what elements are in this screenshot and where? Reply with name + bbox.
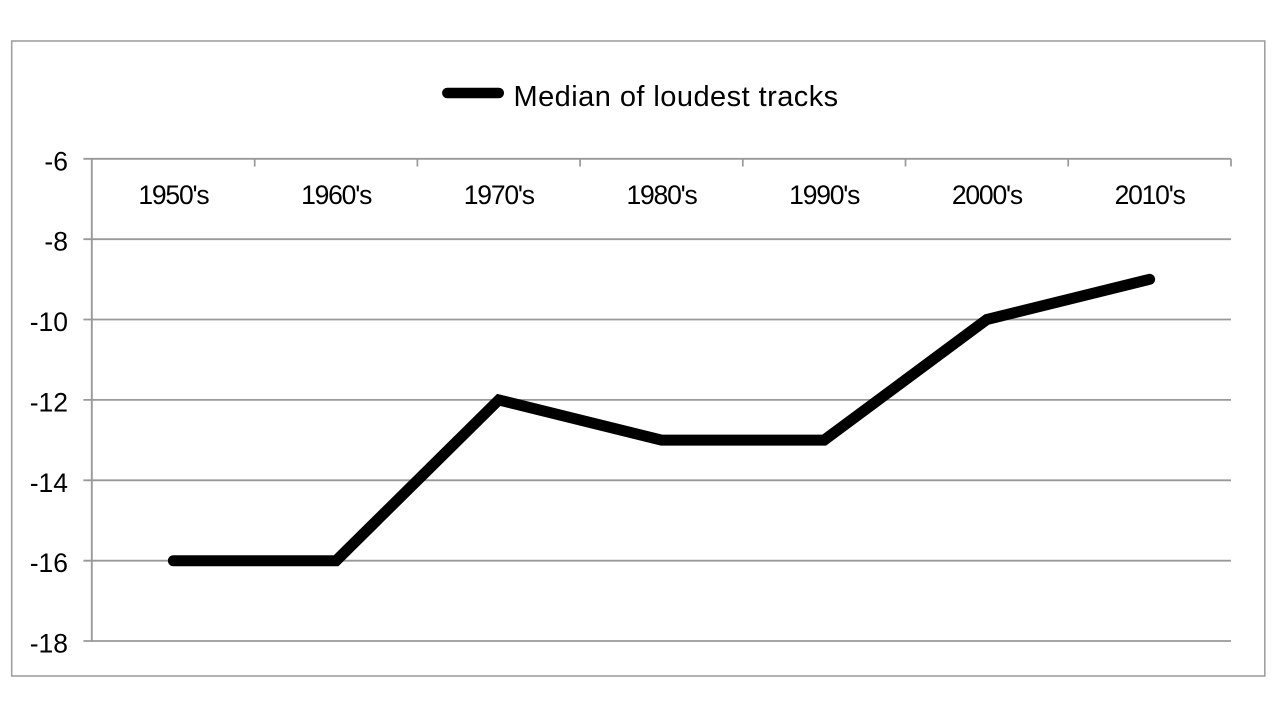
svg-text:-10: -10 bbox=[30, 307, 68, 337]
svg-text:-6: -6 bbox=[44, 146, 68, 176]
svg-text:-18: -18 bbox=[30, 629, 68, 659]
svg-text:2010's: 2010's bbox=[1115, 180, 1186, 210]
svg-text:-14: -14 bbox=[30, 468, 68, 498]
svg-text:-8: -8 bbox=[44, 227, 68, 257]
svg-text:-12: -12 bbox=[30, 387, 68, 417]
svg-text:1950's: 1950's bbox=[138, 180, 209, 210]
svg-text:1970's: 1970's bbox=[464, 180, 535, 210]
svg-text:-16: -16 bbox=[30, 548, 68, 578]
svg-text:1990's: 1990's bbox=[789, 180, 860, 210]
svg-text:1980's: 1980's bbox=[626, 180, 697, 210]
svg-text:Median of loudest tracks: Median of loudest tracks bbox=[514, 81, 839, 113]
svg-text:2000's: 2000's bbox=[952, 180, 1023, 210]
svg-text:1960's: 1960's bbox=[301, 180, 372, 210]
